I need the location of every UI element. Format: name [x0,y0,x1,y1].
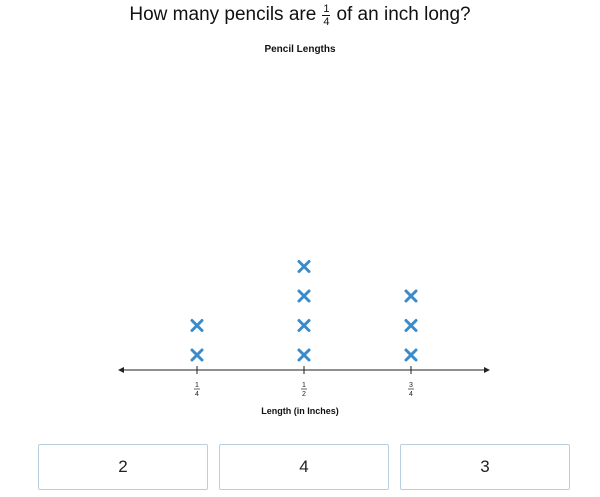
axis-arrow-right [484,367,490,373]
x-mark [297,260,311,273]
answer-choice-3[interactable]: 3 [400,444,570,490]
x-mark [297,319,311,332]
line-plot-chart: 1 4 1 2 3 4 [118,260,490,398]
answer-choice-2[interactable]: 4 [219,444,389,490]
question-suffix: of an inch long? [336,4,471,25]
tick-label-numerator: 3 [409,382,413,389]
x-mark [404,348,418,362]
fraction-denominator: 4 [323,15,330,28]
chart-title: Pencil Lengths [264,44,336,55]
tick-label-numerator: 1 [195,382,199,389]
x-mark [297,348,311,362]
tick-label-numerator: 1 [302,382,306,389]
x-mark [297,289,311,303]
question-fraction: 1 4 [322,2,331,28]
x-mark [404,289,418,303]
x-axis-title: Length (in Inches) [261,406,339,416]
x-mark [404,319,418,332]
tick-label-denominator: 4 [195,391,199,398]
tick-label-denominator: 4 [409,391,413,398]
axis-arrow-left [118,367,124,373]
question-prefix: How many pencils are [129,4,317,25]
fraction-numerator: 1 [322,2,331,16]
tick-label-denominator: 2 [302,391,306,398]
x-mark [190,319,204,332]
answer-choices: 2 4 3 [38,444,570,492]
answer-choice-1[interactable]: 2 [38,444,208,490]
question-prompt: How many pencils are 1 4 of an inch long… [0,0,600,30]
x-mark [190,348,204,362]
